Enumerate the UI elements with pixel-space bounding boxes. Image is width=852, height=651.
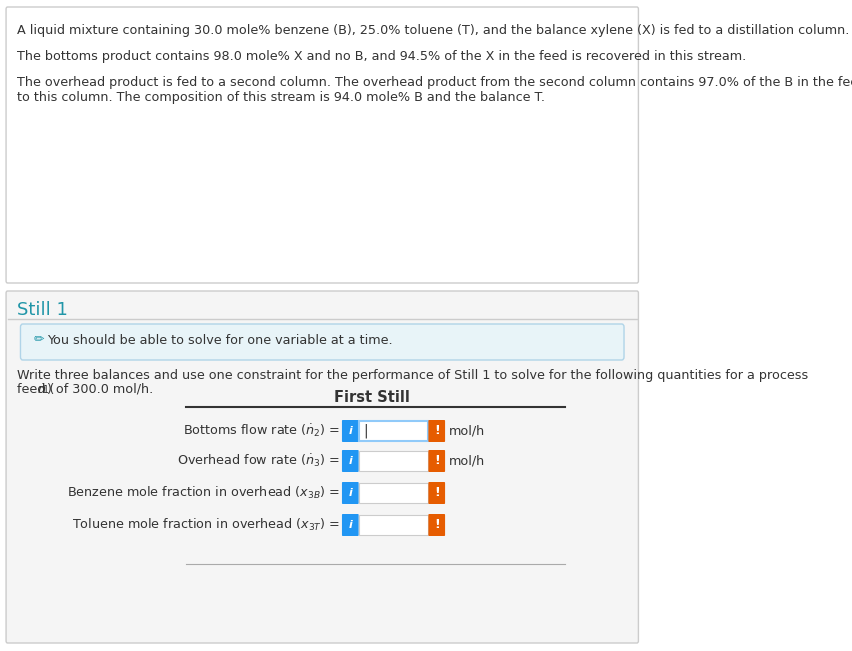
FancyBboxPatch shape bbox=[342, 450, 359, 472]
FancyBboxPatch shape bbox=[342, 420, 359, 442]
Text: ) of 300.0 mol/h.: ) of 300.0 mol/h. bbox=[47, 383, 153, 396]
Text: i: i bbox=[348, 456, 352, 466]
Text: i: i bbox=[348, 488, 352, 498]
FancyBboxPatch shape bbox=[6, 7, 638, 283]
Text: The overhead product is fed to a second column. The overhead product from the se: The overhead product is fed to a second … bbox=[17, 76, 852, 89]
Text: !: ! bbox=[434, 424, 440, 437]
Text: mol/h: mol/h bbox=[449, 454, 485, 467]
Text: Toluene mole fraction in overhead ($x_{3T}$) =: Toluene mole fraction in overhead ($x_{3… bbox=[72, 517, 341, 533]
Text: Benzene mole fraction in overhead ($x_{3B}$) =: Benzene mole fraction in overhead ($x_{3… bbox=[67, 485, 341, 501]
Text: to this column. The composition of this stream is 94.0 mole% B and the balance T: to this column. The composition of this … bbox=[17, 91, 544, 104]
Text: A liquid mixture containing 30.0 mole% benzene (B), 25.0% toluene (T), and the b: A liquid mixture containing 30.0 mole% b… bbox=[17, 24, 849, 37]
Text: feed (: feed ( bbox=[17, 383, 54, 396]
Text: The bottoms product contains 98.0 mole% X and no B, and 94.5% of the X in the fe: The bottoms product contains 98.0 mole% … bbox=[17, 50, 746, 63]
FancyBboxPatch shape bbox=[360, 421, 428, 441]
Text: ṅ: ṅ bbox=[37, 383, 46, 396]
Text: Write three balances and use one constraint for the performance of Still 1 to so: Write three balances and use one constra… bbox=[17, 369, 808, 382]
Text: Still 1: Still 1 bbox=[17, 301, 67, 319]
Text: i: i bbox=[348, 520, 352, 530]
FancyBboxPatch shape bbox=[429, 420, 445, 442]
Text: !: ! bbox=[434, 486, 440, 499]
FancyBboxPatch shape bbox=[342, 514, 359, 536]
Text: You should be able to solve for one variable at a time.: You should be able to solve for one vari… bbox=[47, 333, 393, 346]
FancyBboxPatch shape bbox=[429, 450, 445, 472]
FancyBboxPatch shape bbox=[360, 515, 428, 535]
Text: |: | bbox=[363, 424, 368, 438]
Text: Bottoms flow rate ($\dot{n}_2$) =: Bottoms flow rate ($\dot{n}_2$) = bbox=[182, 422, 341, 439]
Text: mol/h: mol/h bbox=[449, 424, 485, 437]
FancyBboxPatch shape bbox=[429, 482, 445, 504]
FancyBboxPatch shape bbox=[6, 291, 638, 643]
Text: First Still: First Still bbox=[334, 390, 410, 405]
Text: !: ! bbox=[434, 454, 440, 467]
Text: 1: 1 bbox=[43, 385, 49, 395]
Text: ✏: ✏ bbox=[33, 333, 43, 346]
FancyBboxPatch shape bbox=[360, 483, 428, 503]
Text: Overhead fow rate ($\dot{n}_3$) =: Overhead fow rate ($\dot{n}_3$) = bbox=[177, 452, 341, 469]
FancyBboxPatch shape bbox=[429, 514, 445, 536]
Text: i: i bbox=[348, 426, 352, 436]
Text: !: ! bbox=[434, 518, 440, 531]
FancyBboxPatch shape bbox=[342, 482, 359, 504]
FancyBboxPatch shape bbox=[360, 451, 428, 471]
FancyBboxPatch shape bbox=[20, 324, 624, 360]
